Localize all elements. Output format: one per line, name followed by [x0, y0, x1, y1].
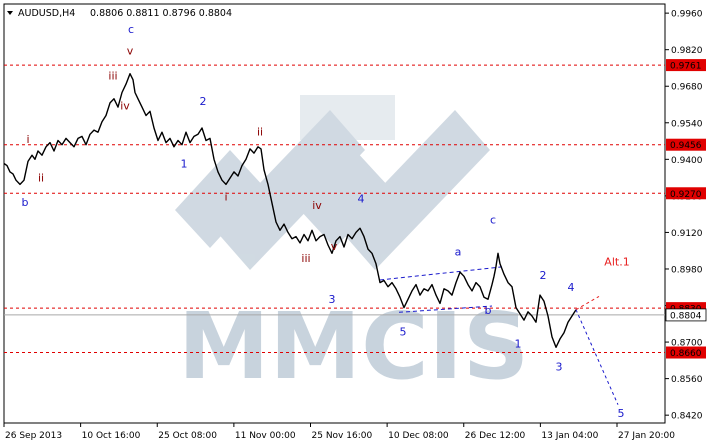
current-price-tag-border	[665, 308, 707, 322]
wave-label-20: 2	[540, 269, 547, 282]
current-price-tag-bg	[666, 308, 706, 321]
wave-label-24: 5	[618, 407, 625, 420]
wave-label-23: 3	[556, 360, 563, 373]
wave-label-18: b	[485, 304, 492, 317]
wave-label-9: ii	[257, 125, 263, 138]
x-tick-label-8: 27 Jan 20:00	[618, 431, 675, 441]
plot-frame	[3, 3, 666, 424]
wave-label-4: i	[26, 133, 29, 146]
y-tick-label-3: 0.9540	[671, 119, 703, 129]
wave-label-19: 5	[400, 326, 407, 339]
forecast-lines	[575, 295, 619, 405]
support-resistance-levels	[4, 64, 665, 354]
time-axis: 26 Sep 2013 10 Oct 16:00 25 Oct 08:00 11 No…	[3, 423, 675, 441]
chart-title: AUDUSD,H4 0.8806 0.8811 0.8796 0.8804	[7, 8, 232, 19]
wave-label-14: v	[331, 240, 338, 253]
level-tag-0-bg	[666, 59, 706, 72]
y-tick-label-9: 0.8700	[671, 339, 703, 349]
y-tick-label-0: 0.9960	[671, 10, 703, 20]
wave-label-21: 4	[568, 281, 575, 294]
y-tick-label-11: 0.8420	[671, 412, 703, 422]
level-tag-1-bg	[666, 138, 706, 151]
wave-label-5: ii	[38, 172, 44, 185]
level-tag-2: 0.9270	[670, 190, 702, 200]
wave-label-16: a	[455, 245, 462, 258]
wave-label-25: Alt.1	[604, 256, 629, 269]
wave-label-2: iii	[108, 70, 117, 83]
dropdown-arrow-icon[interactable]	[7, 11, 13, 15]
x-tick-label-6: 26 Dec 12:00	[465, 431, 526, 441]
x-tick-label-4: 25 Nov 16:00	[312, 431, 373, 441]
y-tick-label-4: 0.9400	[671, 156, 703, 166]
current-price-tag: 0.8804	[670, 311, 702, 321]
wave-label-10: i	[224, 191, 227, 204]
x-tick-label-1: 10 Oct 16:00	[82, 431, 141, 441]
wave-label-3: iv	[120, 100, 130, 113]
y-tick-label-2: 0.9680	[671, 83, 703, 93]
x-tick-label-3: 11 Nov 00:00	[235, 431, 296, 441]
symbol-label: AUDUSD,H4	[18, 8, 75, 19]
wave-label-17: c	[490, 214, 496, 227]
wave-channel	[379, 266, 503, 313]
wave-label-1: v	[127, 44, 134, 57]
price-line-0	[3, 72, 577, 348]
price-axis: 0.99600.98200.96800.95400.94000.92600.91…	[665, 10, 707, 422]
y-tick-label-10: 0.8560	[671, 375, 703, 385]
wave-label-6: b	[22, 196, 29, 209]
price-series	[3, 72, 577, 348]
channel-lower-line	[398, 305, 493, 313]
wave-label-11: iv	[312, 199, 322, 212]
level-tag-4-bg	[666, 346, 706, 359]
ohlc-values: 0.8806 0.8811 0.8796 0.8804	[90, 8, 232, 19]
watermark-text: MMCIS	[178, 293, 529, 400]
x-tick-label-2: 25 Oct 08:00	[158, 431, 217, 441]
wave-label-22: 1	[515, 337, 522, 350]
wave-label-8: 1	[181, 157, 188, 170]
level-tag-1: 0.9456	[670, 141, 702, 151]
x-tick-label-0: 26 Sep 2013	[5, 431, 62, 441]
wave-label-15: 3	[329, 293, 336, 306]
wave-label-7: 2	[200, 95, 207, 108]
y-tick-label-1: 0.9820	[671, 46, 703, 56]
level-tag-4: 0.8660	[670, 349, 702, 359]
level-tag-0: 0.9761	[670, 62, 702, 72]
x-tick-label-5: 10 Dec 08:00	[388, 431, 449, 441]
watermark-logo	[175, 95, 490, 270]
wave5-projection-line	[575, 309, 619, 405]
alt-forecast-line	[575, 295, 600, 311]
wave-label-0: c	[128, 23, 134, 36]
wave-label-13: iii	[301, 252, 310, 265]
y-tick-label-7: 0.8980	[671, 265, 703, 275]
x-tick-label-7: 13 Jan 04:00	[541, 431, 598, 441]
level-tag-2-bg	[666, 187, 706, 200]
wave-label-12: 4	[358, 192, 365, 205]
y-tick-label-6: 0.9120	[671, 229, 703, 239]
